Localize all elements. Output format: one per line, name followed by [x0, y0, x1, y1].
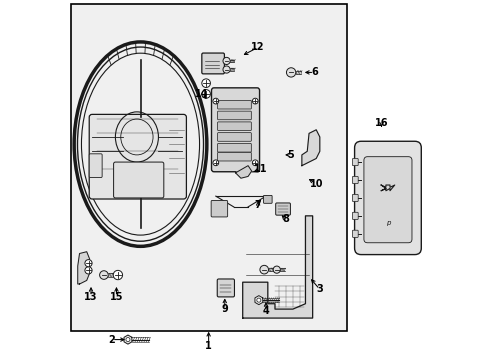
- FancyBboxPatch shape: [354, 141, 421, 255]
- Circle shape: [286, 68, 295, 77]
- Text: 15: 15: [109, 292, 123, 302]
- FancyBboxPatch shape: [202, 53, 224, 74]
- Circle shape: [212, 98, 218, 104]
- Text: 7: 7: [254, 200, 261, 210]
- Circle shape: [202, 90, 210, 98]
- Polygon shape: [242, 216, 312, 318]
- FancyBboxPatch shape: [89, 114, 186, 199]
- Polygon shape: [78, 252, 89, 284]
- Circle shape: [223, 57, 230, 64]
- Text: 5: 5: [287, 150, 294, 160]
- FancyBboxPatch shape: [275, 203, 290, 215]
- FancyBboxPatch shape: [263, 195, 271, 203]
- Text: 16: 16: [374, 118, 387, 128]
- FancyBboxPatch shape: [217, 133, 251, 141]
- Text: 3: 3: [316, 284, 323, 294]
- Circle shape: [252, 98, 258, 104]
- Circle shape: [85, 260, 92, 267]
- Text: 8: 8: [282, 215, 288, 224]
- Text: 2: 2: [108, 334, 115, 345]
- Text: 10: 10: [309, 179, 322, 189]
- FancyBboxPatch shape: [352, 212, 357, 220]
- Text: 4: 4: [262, 306, 269, 316]
- FancyBboxPatch shape: [113, 162, 163, 198]
- FancyBboxPatch shape: [352, 158, 357, 166]
- Bar: [70, 4, 346, 330]
- Circle shape: [202, 79, 210, 87]
- FancyBboxPatch shape: [217, 152, 251, 161]
- FancyBboxPatch shape: [217, 111, 251, 120]
- Polygon shape: [235, 166, 251, 178]
- FancyBboxPatch shape: [217, 143, 251, 152]
- Text: 9: 9: [221, 304, 228, 314]
- FancyBboxPatch shape: [217, 122, 251, 131]
- Text: 14: 14: [195, 89, 208, 99]
- Circle shape: [126, 338, 130, 342]
- FancyBboxPatch shape: [89, 154, 102, 177]
- Circle shape: [100, 271, 108, 279]
- Text: 12: 12: [251, 42, 264, 52]
- Circle shape: [273, 266, 280, 273]
- Text: 13: 13: [84, 292, 98, 302]
- Text: p: p: [385, 220, 389, 226]
- FancyBboxPatch shape: [352, 230, 357, 237]
- FancyBboxPatch shape: [211, 201, 227, 217]
- Circle shape: [252, 160, 258, 166]
- FancyBboxPatch shape: [217, 100, 251, 109]
- FancyBboxPatch shape: [352, 176, 357, 184]
- Circle shape: [260, 265, 268, 274]
- Circle shape: [85, 267, 92, 274]
- Circle shape: [256, 298, 260, 302]
- FancyBboxPatch shape: [217, 279, 234, 297]
- Text: 11: 11: [253, 164, 267, 174]
- Circle shape: [223, 66, 230, 73]
- Text: 6: 6: [310, 67, 317, 77]
- Polygon shape: [124, 335, 132, 344]
- Text: 1: 1: [205, 341, 212, 351]
- Polygon shape: [301, 130, 319, 166]
- Polygon shape: [254, 296, 262, 305]
- FancyBboxPatch shape: [363, 157, 411, 243]
- Circle shape: [113, 270, 122, 280]
- FancyBboxPatch shape: [352, 194, 357, 202]
- Circle shape: [212, 160, 218, 166]
- FancyBboxPatch shape: [211, 88, 259, 172]
